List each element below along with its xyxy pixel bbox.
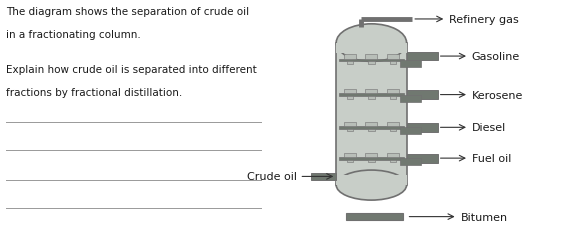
Text: Gasoline: Gasoline bbox=[472, 52, 520, 62]
Bar bbox=[407, 91, 438, 100]
Bar bbox=[311, 173, 336, 180]
Bar bbox=[400, 158, 421, 165]
Text: Crude oil: Crude oil bbox=[247, 172, 297, 182]
Text: Kerosene: Kerosene bbox=[472, 90, 523, 100]
Text: Fuel oil: Fuel oil bbox=[472, 153, 511, 163]
Ellipse shape bbox=[336, 170, 407, 200]
Bar bbox=[366, 90, 377, 94]
Bar bbox=[339, 94, 404, 97]
Bar bbox=[366, 55, 377, 59]
Bar bbox=[368, 62, 375, 65]
Text: Refinery gas: Refinery gas bbox=[449, 15, 519, 25]
Bar bbox=[346, 62, 353, 65]
Bar bbox=[366, 122, 377, 126]
Bar bbox=[344, 55, 356, 59]
Bar bbox=[368, 129, 375, 132]
Bar bbox=[407, 154, 438, 163]
Bar bbox=[339, 126, 404, 129]
Bar bbox=[336, 43, 407, 53]
Bar bbox=[346, 97, 353, 99]
Bar bbox=[390, 129, 396, 132]
Bar bbox=[346, 129, 353, 132]
Bar bbox=[387, 153, 399, 157]
Bar bbox=[346, 160, 353, 163]
Bar bbox=[344, 153, 356, 157]
Text: Diesel: Diesel bbox=[472, 123, 506, 133]
Text: in a fractionating column.: in a fractionating column. bbox=[6, 30, 141, 40]
Bar bbox=[368, 160, 375, 163]
Bar bbox=[339, 157, 404, 160]
Text: The diagram shows the separation of crude oil: The diagram shows the separation of crud… bbox=[6, 7, 249, 17]
Bar bbox=[387, 90, 399, 94]
Text: Explain how crude oil is separated into different: Explain how crude oil is separated into … bbox=[6, 65, 256, 75]
Bar bbox=[407, 52, 438, 61]
Ellipse shape bbox=[336, 25, 407, 62]
Text: fractions by fractional distillation.: fractions by fractional distillation. bbox=[6, 88, 182, 98]
Bar bbox=[390, 62, 396, 65]
Bar bbox=[366, 153, 377, 157]
Bar bbox=[400, 128, 421, 135]
Bar bbox=[344, 90, 356, 94]
Bar bbox=[390, 97, 396, 99]
Bar bbox=[339, 59, 404, 62]
Bar bbox=[387, 55, 399, 59]
Text: Bitumen: Bitumen bbox=[460, 212, 507, 222]
Bar bbox=[344, 122, 356, 126]
Bar bbox=[336, 43, 407, 185]
Bar bbox=[346, 213, 403, 220]
Bar bbox=[407, 123, 438, 132]
Bar bbox=[387, 122, 399, 126]
Bar bbox=[368, 97, 375, 99]
Bar bbox=[336, 175, 407, 185]
Bar bbox=[400, 61, 421, 68]
Bar bbox=[400, 95, 421, 102]
Bar bbox=[390, 160, 396, 163]
